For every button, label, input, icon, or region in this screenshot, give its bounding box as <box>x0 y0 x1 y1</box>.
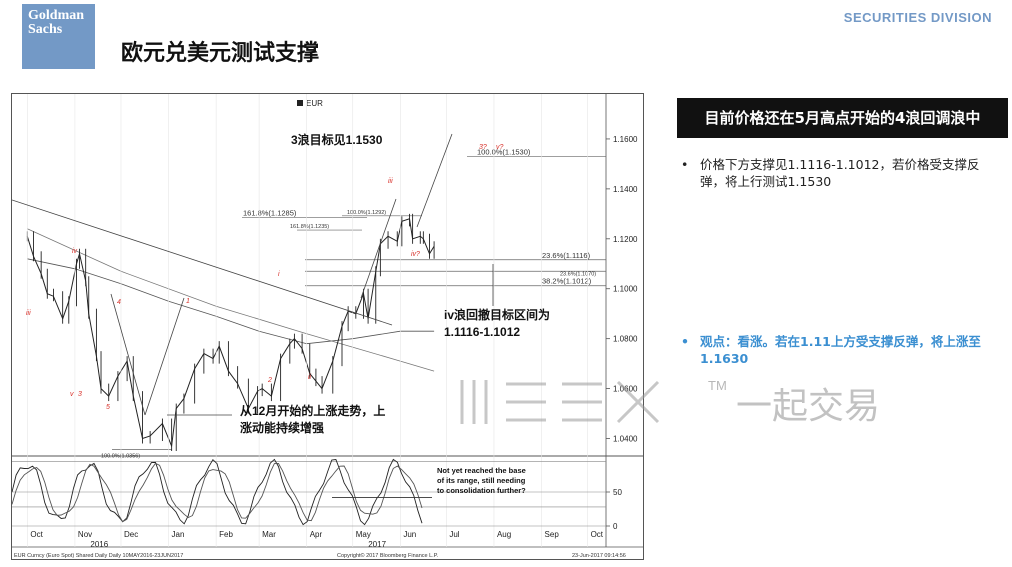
wave-label: 2 <box>267 377 272 384</box>
wave-label: iv <box>72 248 78 255</box>
x-tick-label: Aug <box>497 530 511 539</box>
annotation-wave3-target: 3浪目标见1.1530 <box>291 132 383 147</box>
oscillator-panel: 0 50 <box>11 458 622 531</box>
x-tick-label: Dec <box>124 530 138 539</box>
x-tick-label: Feb <box>219 530 233 539</box>
osc-note-3: to consolidation further? <box>437 486 526 495</box>
x-tick-label: Apr <box>310 530 323 539</box>
fib-label: 100.0%(1.0356) <box>101 454 140 460</box>
logo-line-2: Sachs <box>28 22 63 37</box>
moving-averages <box>27 228 435 372</box>
wave-label: 4 <box>117 299 121 306</box>
fibonacci-lines: 100.0%(1.1530) 161.8%(1.1285) 100.0%(1.129… <box>101 147 606 460</box>
legend-label: EUR <box>306 99 323 108</box>
wave-line-ii-iii <box>360 198 397 299</box>
x-tick-label: Jan <box>172 530 185 539</box>
annotation-dec-rally-2: 涨动能持续增强 <box>240 420 324 435</box>
bullet-dot-icon: • <box>681 334 689 349</box>
x-tick-label: May <box>356 530 371 539</box>
chart-frame: EUR 100.0%(1.1530) 161.8%(1.1285) 100.0%(1… <box>11 93 644 560</box>
y-tick-label: 1.1000 <box>613 285 638 294</box>
x-tick-label: Jul <box>449 530 459 539</box>
annotation-iv-range-2: 1.1116-1.1012 <box>444 325 520 339</box>
wave-label: ii <box>308 374 312 381</box>
osc-note-1: Not yet reached the base <box>437 466 526 475</box>
annotation-iv-range-1: iv浪回撤目标区间为 <box>444 307 550 322</box>
bullet-support: • 价格下方支撑见1.1116-1.1012，若价格受支撑反弹，将上行测试1.1… <box>677 156 1002 190</box>
wave-line-5-1 <box>144 297 185 416</box>
wave-label: iii <box>26 310 31 317</box>
y-tick-label: 1.0800 <box>613 335 638 344</box>
x-axis-ticks: Oct Nov Dec Jan Feb Mar Apr May Jun Jul Aug Sep Oct 2… <box>27 94 604 549</box>
x-tick-label: Oct <box>30 530 43 539</box>
wave-label: 3 <box>78 391 82 398</box>
footer-copyright: Copyright© 2017 Bloomberg Finance L.P. <box>337 552 439 559</box>
downtrend-line <box>11 199 393 326</box>
division-label: SECURITIES DIVISION <box>843 10 992 25</box>
watermark-tm: TM <box>708 378 727 393</box>
wave-label: iii <box>388 178 393 185</box>
y-tick-label: 1.1600 <box>613 135 638 144</box>
wave-label: 1 <box>186 298 190 305</box>
watermark-text: 一起交易 <box>736 385 880 426</box>
year-label: 2017 <box>368 540 386 549</box>
price-series <box>26 213 435 452</box>
page-title: 欧元兑美元测试支撑 <box>121 41 320 66</box>
bullet-support-text: 价格下方支撑见1.1116-1.1012，若价格受支撑反弹，将上行测试1.153… <box>700 157 980 189</box>
footer-source: EUR Curncy (Euro Spot) Shared Daily Dail… <box>14 553 183 559</box>
goldman-sachs-logo: Goldman Sachs <box>22 4 95 69</box>
fib-label: 161.8%(1.1235) <box>290 224 329 230</box>
wave-line-target <box>416 133 453 228</box>
bullet-view: • 观点：看涨。若在1.11上方受支撑反弹，将上涨至1.1630 <box>677 333 1002 367</box>
wave-label: v? <box>496 144 504 151</box>
wave-label: 3? <box>479 144 487 151</box>
x-tick-label: Mar <box>262 530 276 539</box>
watermark-logo-icon <box>460 380 660 424</box>
y-tick-label: 1.1400 <box>613 185 638 194</box>
y-tick-label: 1.0400 <box>613 435 638 444</box>
x-tick-label: Nov <box>78 530 92 539</box>
fib-label: 100.0%(1.1292) <box>347 210 386 216</box>
fib-label: 23.6%(1.1070) <box>560 271 596 277</box>
moving-average-line <box>27 258 435 345</box>
osc-tick-label: 50 <box>613 488 622 497</box>
watermark: TM 一起交易 <box>460 378 880 426</box>
year-label: 2016 <box>90 540 108 549</box>
panel-title: 目前价格还在5月高点开始的4浪回调浪中 <box>677 98 1008 138</box>
x-tick-label: Oct <box>591 530 604 539</box>
fib-label: 161.8%(1.1285) <box>243 209 297 218</box>
wave-labels: iii iv v 3 4 5 1 2 i ii iii iv? 3? v? <box>26 144 504 411</box>
wave-label: iv? <box>411 251 420 258</box>
wave-label: i <box>278 271 280 278</box>
wave-line-4-5 <box>110 293 146 416</box>
oscillator-slow-line <box>11 462 423 523</box>
wave-label: 5 <box>106 404 110 411</box>
logo-line-1: Goldman <box>28 8 85 23</box>
x-tick-label: Sep <box>545 530 560 539</box>
bullet-dot-icon: • <box>681 157 689 172</box>
moving-average-line <box>27 228 435 372</box>
wave-label: v <box>70 391 74 398</box>
x-tick-label: Jun <box>403 530 416 539</box>
fib-label: 38.2%(1.1012) <box>542 277 592 286</box>
legend-swatch <box>297 100 303 106</box>
footer-timestamp: 23-Jun-2017 09:14:56 <box>572 553 626 559</box>
fib-label: 23.6%(1.1116) <box>542 251 591 260</box>
annotation-dec-rally-1: 从12月开始的上涨走势，上 <box>240 403 385 418</box>
fib-label: 100.0%(1.1530) <box>477 147 531 156</box>
bullet-view-text: 观点：看涨。若在1.11上方受支撑反弹，将上涨至1.1630 <box>700 334 981 366</box>
y-tick-label: 1.1200 <box>613 235 638 244</box>
osc-tick-label: 0 <box>613 522 618 531</box>
oscillator-fast-line <box>11 458 423 526</box>
osc-note-2: of its range, still needing <box>437 476 526 485</box>
eurusd-chart: EUR 100.0%(1.1530)161.8%(1.1285) 100.0%(1… <box>11 94 643 559</box>
